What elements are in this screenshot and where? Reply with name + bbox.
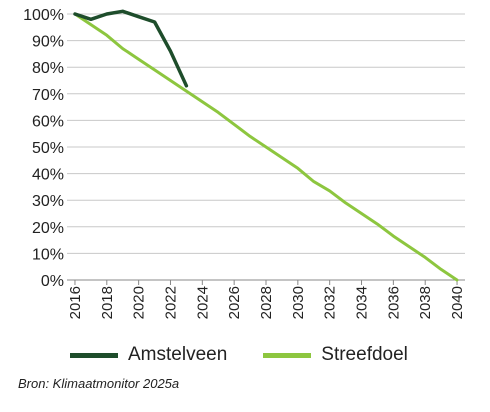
x-tick-label-2038: 2038 <box>417 286 434 319</box>
y-axis-tick-labels: 0% 10% 20% 30% 40% 50% 60% 70% 80% 90% 100% <box>23 7 64 290</box>
y-tick-label-80: 80% <box>32 60 64 77</box>
x-tick-label-2040: 2040 <box>449 286 466 319</box>
x-tick-label-2026: 2026 <box>226 286 243 319</box>
source-note: Bron: Klimaatmonitor 2025a <box>18 376 180 391</box>
y-tick-label-0: 0% <box>41 273 64 290</box>
x-tick-label-2028: 2028 <box>258 286 275 319</box>
legend: Amstelveen Streefdoel <box>70 344 444 366</box>
y-tick-label-90: 90% <box>32 34 64 51</box>
x-axis-tick-labels: 2016 2018 2020 2022 2024 2026 2028 2030 2032 2034… <box>67 286 466 319</box>
legend-label-amstelveen: Amstelveen <box>128 344 228 365</box>
series-line-amstelveen <box>73 9 189 88</box>
y-tick-label-40: 40% <box>32 167 64 184</box>
x-tick-label-2022: 2022 <box>162 286 179 319</box>
legend-swatch-streefdoel <box>263 352 312 358</box>
x-tick-label-2018: 2018 <box>99 286 116 319</box>
x-tick-label-2034: 2034 <box>354 286 371 319</box>
y-tick-label-20: 20% <box>32 220 64 237</box>
y-tick-label-70: 70% <box>32 87 64 104</box>
y-tick-label-100: 100% <box>23 7 64 24</box>
x-tick-label-2036: 2036 <box>385 286 402 319</box>
legend-item-streefdoel: Streefdoel <box>263 344 408 366</box>
series-line-streefdoel <box>73 12 459 282</box>
x-tick-label-2016: 2016 <box>67 286 84 319</box>
x-tick-label-2032: 2032 <box>322 286 339 319</box>
legend-label-streefdoel: Streefdoel <box>321 344 408 365</box>
y-tick-label-50: 50% <box>32 140 64 157</box>
y-tick-label-10: 10% <box>32 246 64 263</box>
x-tick-label-2030: 2030 <box>290 286 307 319</box>
y-tick-label-60: 60% <box>32 113 64 130</box>
legend-item-amstelveen: Amstelveen <box>70 344 227 366</box>
x-tick-label-2024: 2024 <box>194 286 211 319</box>
y-tick-label-30: 30% <box>32 193 64 210</box>
x-tick-label-2020: 2020 <box>131 286 148 319</box>
series-lines <box>73 9 459 282</box>
legend-swatch-amstelveen <box>70 352 118 358</box>
